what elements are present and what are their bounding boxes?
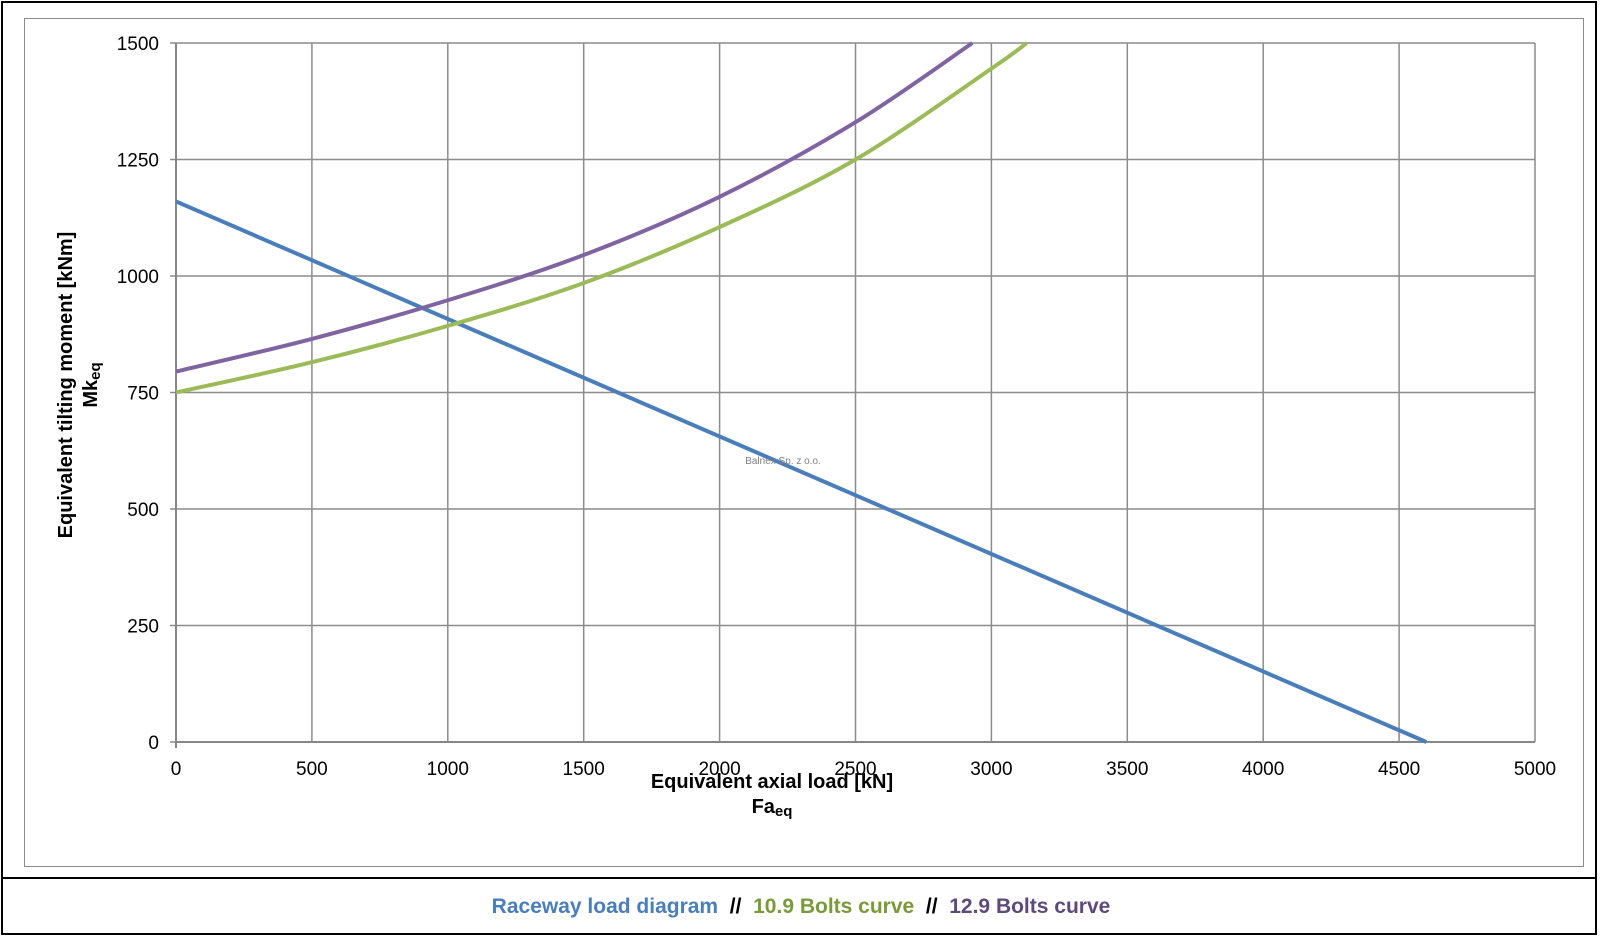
x-tick-label: 4500 xyxy=(1378,759,1420,780)
x-tick-label: 3000 xyxy=(970,759,1012,780)
x-tick-label: 3500 xyxy=(1106,759,1148,780)
y-tick-label: 500 xyxy=(127,500,159,521)
series-10-9-bolts xyxy=(175,41,1028,395)
watermark: Balnex Sp. z o.o. xyxy=(745,456,821,467)
line-chart: 0 500 1000 1500 2000 2500 3000 3500 4000 4500 5000… xyxy=(55,34,1556,820)
legend-item-12-9-bolts: 12.9 Bolts curve xyxy=(949,894,1111,918)
x-tick-label: 2000 xyxy=(698,759,740,780)
legend: Raceway load diagram // 10.9 Bolts curve… xyxy=(0,879,1602,934)
y-tick-label: 1500 xyxy=(117,34,159,55)
x-tick-label: 0 xyxy=(171,759,182,780)
series-12-9-bolts xyxy=(175,41,974,374)
legend-item-raceway: Raceway load diagram xyxy=(491,894,719,918)
x-axis-subtitle-subscript: eq xyxy=(775,803,793,820)
y-axis-subtitle: Mkeq xyxy=(80,362,104,407)
x-tick-label: 2500 xyxy=(834,759,876,780)
series-lines xyxy=(175,41,1428,744)
y-axis-title: Equivalent tilting moment [kNm] xyxy=(55,232,77,539)
legend-separator: // xyxy=(729,894,742,918)
series-raceway-load xyxy=(175,199,1428,744)
chart-area xyxy=(24,18,1584,867)
x-tick-label: 500 xyxy=(296,759,328,780)
x-axis-title: Equivalent axial load [kN] xyxy=(651,771,893,793)
x-tick-labels: 0 500 1000 1500 2000 2500 3000 3500 4000 4500 5000 xyxy=(171,759,1556,780)
gridlines xyxy=(170,42,1536,748)
y-tick-label: 750 xyxy=(127,384,159,405)
x-axis-subtitle-main: Fa xyxy=(752,796,776,818)
y-axis-subtitle-main: Mk xyxy=(80,379,102,408)
x-tick-label: 5000 xyxy=(1514,759,1556,780)
y-axis-subtitle-subscript: eq xyxy=(87,362,104,380)
legend-separator: // xyxy=(925,894,938,918)
x-tick-label: 1500 xyxy=(563,759,605,780)
x-tick-label: 1000 xyxy=(427,759,469,780)
y-tick-label: 1000 xyxy=(117,267,159,288)
y-tick-label: 0 xyxy=(148,733,159,754)
legend-item-10-9-bolts: 10.9 Bolts curve xyxy=(753,894,915,918)
y-tick-label: 1250 xyxy=(117,151,159,172)
x-tick-label: 4000 xyxy=(1242,759,1284,780)
y-tick-labels: 0 250 500 750 1000 1250 1500 xyxy=(117,34,159,754)
legend-divider xyxy=(1,877,1597,879)
x-axis-subtitle: Faeq xyxy=(752,796,793,820)
y-tick-label: 250 xyxy=(127,617,159,638)
